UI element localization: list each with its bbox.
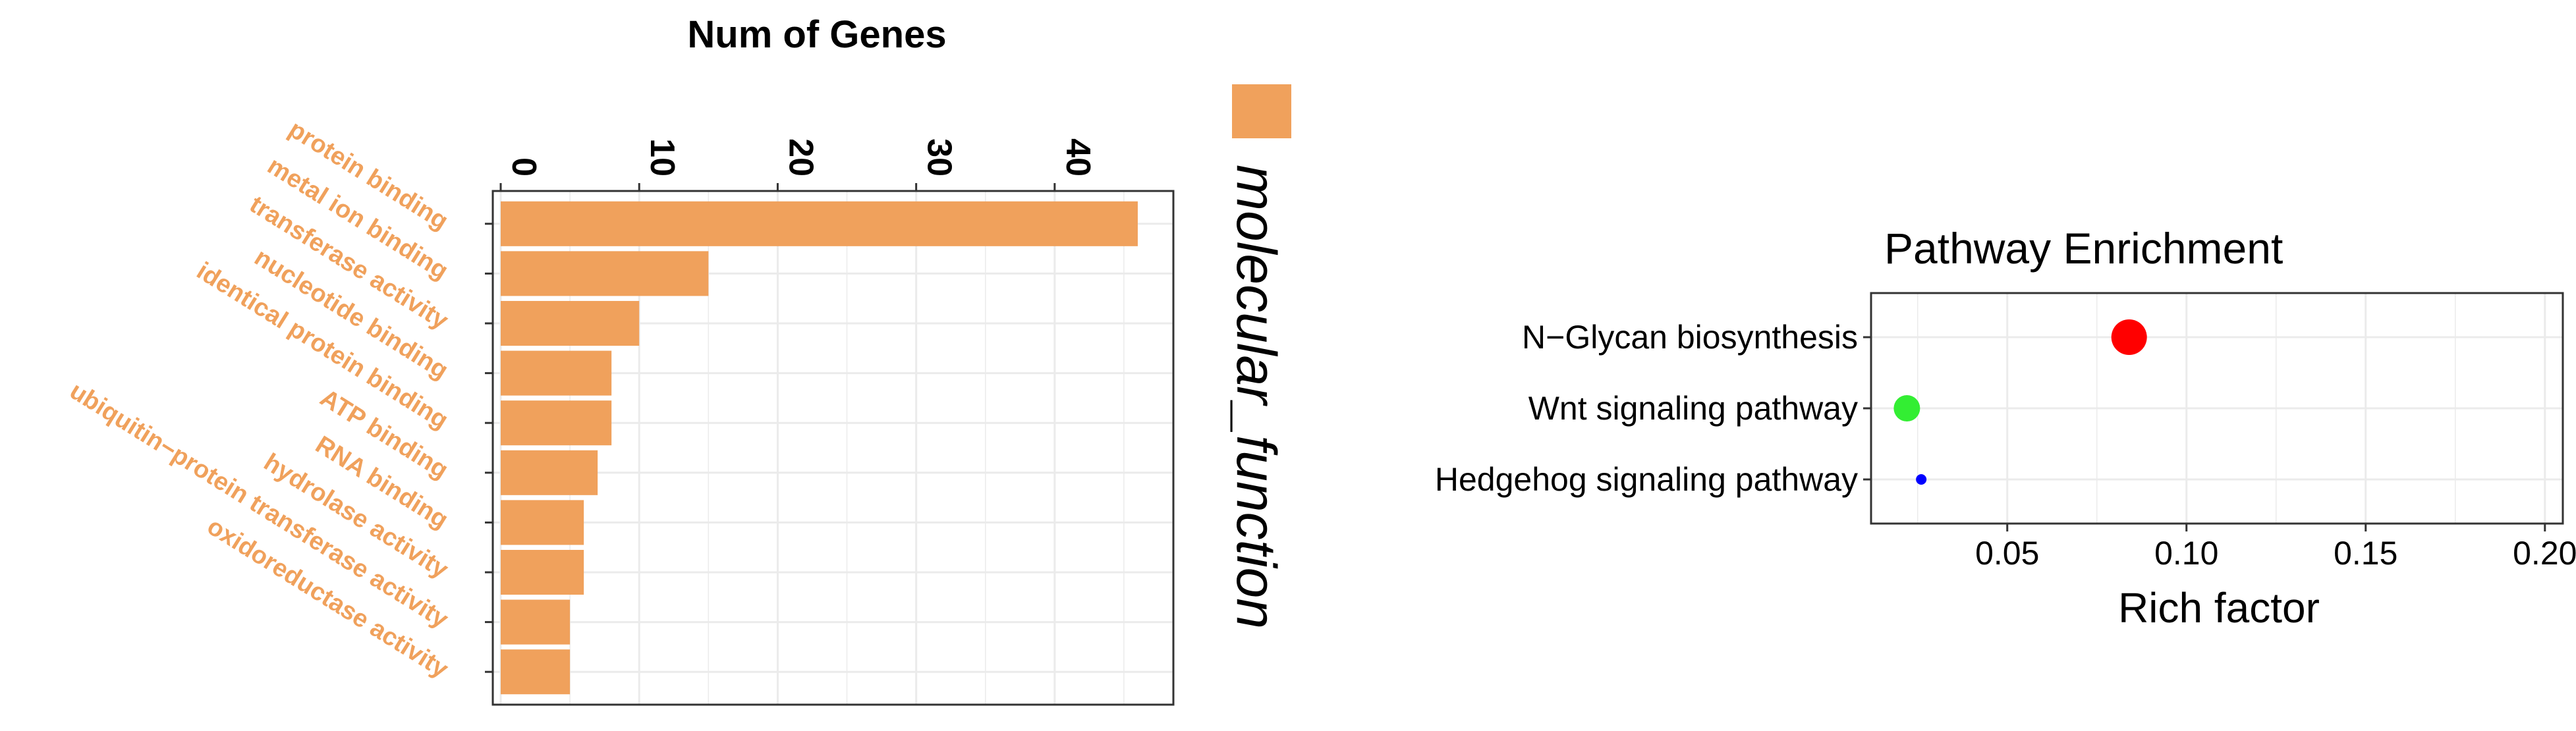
- bar: [501, 450, 598, 495]
- scatter-chart-category-labels: N−Glycan biosynthesis Wnt signaling pathw…: [1435, 319, 1871, 498]
- scatter-x-tick-label: 0.15: [2334, 535, 2397, 572]
- scatter-category-label: N−Glycan biosynthesis: [1522, 319, 1858, 356]
- legend-label-molecular-function: molecular_function: [1225, 165, 1287, 629]
- scatter-x-tick-label: 0.05: [1975, 535, 2039, 572]
- bar: [501, 350, 612, 396]
- bar: [501, 201, 1138, 246]
- scatter-chart-points: [1893, 319, 2147, 485]
- scatter-x-tick-label: 0.20: [2513, 535, 2576, 572]
- bar-x-tick-label: 20: [781, 138, 820, 176]
- bar: [501, 500, 584, 545]
- scatter-category-label: Wnt signaling pathway: [1528, 390, 1858, 427]
- scatter-chart: Pathway Enrichment N−Glycan biosynthesis…: [1435, 224, 2576, 632]
- scatter-point: [2111, 319, 2147, 355]
- scatter-point: [1916, 474, 1927, 485]
- scatter-chart-x-axis-label: Rich factor: [2118, 584, 2320, 632]
- bar-x-tick-label: 10: [643, 138, 681, 176]
- bar-x-tick-label: 30: [920, 138, 959, 176]
- bar-chart: Num of Genes 0 10 20 30 40 protein bindingme…: [65, 13, 1291, 706]
- bar: [501, 549, 584, 595]
- bar: [501, 251, 709, 296]
- bar-x-tick-label: 40: [1059, 138, 1097, 176]
- bar: [501, 400, 612, 446]
- bar-x-tick-label: 0: [505, 157, 543, 176]
- scatter-chart-x-ticks: 0.05 0.10 0.15 0.20: [1975, 524, 2576, 572]
- scatter-x-tick-label: 0.10: [2154, 535, 2218, 572]
- bar: [501, 300, 640, 346]
- bar-chart-panel-border: [491, 190, 1175, 706]
- bar-chart-bars: [501, 201, 1138, 695]
- scatter-chart-title: Pathway Enrichment: [1884, 224, 2283, 273]
- scatter-point: [1893, 395, 1920, 421]
- scatter-category-label: Hedgehog signaling pathway: [1435, 461, 1858, 498]
- bar-chart-x-ticks: 0 10 20 30 40: [499, 138, 1097, 191]
- bar: [501, 649, 571, 695]
- legend-key-molecular-function: [1232, 84, 1291, 138]
- bar-chart-title: Num of Genes: [687, 13, 946, 56]
- scatter-chart-gridlines: [1871, 293, 2563, 524]
- bar: [501, 599, 571, 645]
